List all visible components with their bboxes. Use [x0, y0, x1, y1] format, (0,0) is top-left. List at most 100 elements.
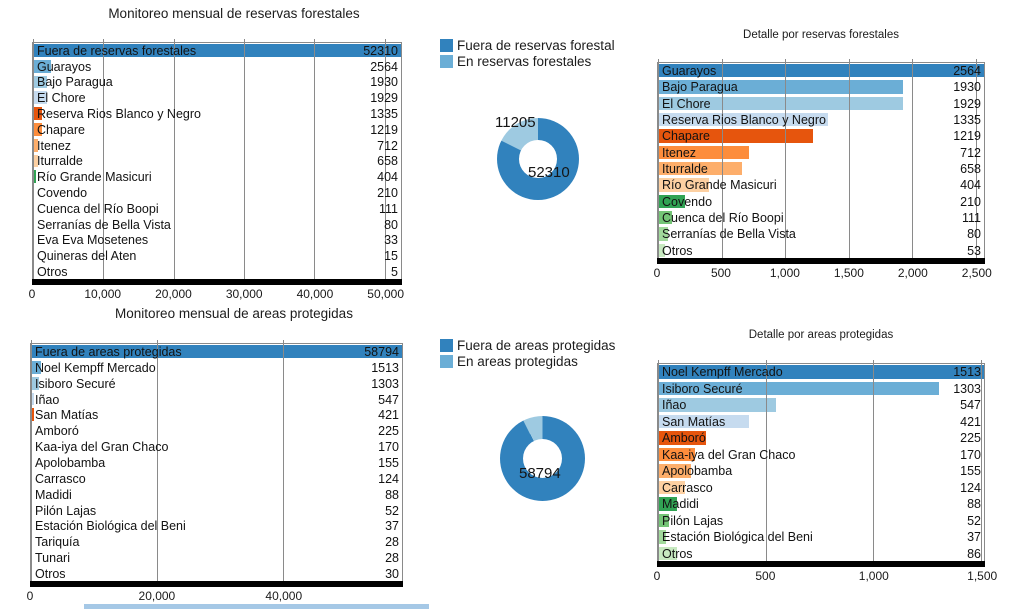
bar	[658, 546, 677, 560]
bar	[658, 447, 695, 461]
value-label: 1929	[953, 96, 981, 111]
value-label: 5	[391, 265, 398, 280]
value-label: 37	[967, 530, 981, 545]
bar-row: Río Grande Masicuri 404	[33, 169, 401, 185]
plot-area: Noel Kempff Mercado 1513 Isiboro Securé 130…	[657, 360, 985, 561]
value-label: 111	[961, 211, 981, 226]
category-label: Apolobamba	[35, 455, 106, 470]
legend-areas-protegidas: Fuera de areas protegidas En areas proteg…	[440, 337, 615, 369]
category-label: Estación Biológica del Beni	[662, 530, 813, 545]
value-label: 404	[377, 170, 398, 185]
category-label: Madidi	[35, 487, 72, 502]
value-label: 1930	[370, 75, 398, 90]
bar-row: Chapare 1219	[33, 122, 401, 138]
bar	[33, 170, 36, 184]
value-label: 225	[960, 431, 981, 446]
category-label: Quineras del Aten	[37, 249, 137, 264]
cutoff-next-chart-bar	[84, 604, 429, 609]
bar	[33, 154, 38, 168]
x-axis-tick-labels: 0 20,000 40,000	[27, 587, 403, 603]
legend-item: Fuera de areas protegidas	[440, 337, 615, 353]
bar	[658, 414, 749, 428]
bar	[33, 59, 52, 73]
category-label: Otros	[662, 546, 693, 561]
bar-row: Madidi 88	[31, 487, 402, 503]
bar-row: Serranías de Bella Vista 80	[658, 226, 984, 242]
x-tick-label: 1,000	[769, 266, 800, 280]
category-label: Carrasco	[662, 480, 713, 495]
value-label: 28	[385, 535, 399, 550]
bar-row: Otros 53	[658, 243, 984, 259]
gridline	[283, 340, 285, 581]
bar-row: Amboró 225	[658, 430, 984, 447]
gridline	[173, 39, 175, 279]
category-label: Kaa-iya del Gran Chaco	[662, 447, 796, 462]
bar-row: Kaa-iya del Gran Chaco 170	[31, 439, 402, 455]
gridline	[157, 340, 159, 581]
value-label: 210	[377, 186, 398, 201]
x-tick-label: 0	[653, 569, 661, 583]
chart-title: Detalle por areas protegidas	[748, 329, 894, 341]
category-label: El Chore	[37, 91, 86, 106]
category-label: Guarayos	[662, 64, 717, 79]
value-label: 1303	[953, 381, 981, 396]
value-label: 33	[384, 233, 398, 248]
bar-row: Tunari 28	[31, 550, 402, 566]
bar-row: San Matías 421	[658, 414, 984, 431]
bar-row: El Chore 1929	[33, 90, 401, 106]
bar-row: Apolobamba 155	[658, 463, 984, 480]
gridline	[975, 59, 977, 258]
bar	[33, 75, 47, 89]
chart-monitoreo-areas-protegidas: Monitoreo mensual de areas protegidas Fu…	[10, 306, 422, 603]
category-label: Iñao	[35, 392, 60, 407]
x-tick-label: 2,500	[961, 266, 992, 280]
plot-area: Fuera de reservas forestales 52310 Guarayo…	[32, 39, 402, 280]
bar	[658, 243, 665, 257]
bar-row: Iturralde 658	[33, 154, 401, 170]
category-label: Tunari	[35, 551, 70, 566]
gridline	[103, 39, 105, 279]
bar-row: Estación Biológica del Beni 37	[31, 518, 402, 534]
value-label: 155	[960, 464, 981, 479]
category-label: Tariquía	[35, 535, 80, 550]
value-label: 421	[960, 414, 981, 429]
category-label: Pilón Lajas	[35, 503, 97, 518]
category-label: Fuera de reservas forestales	[37, 43, 197, 58]
x-tick-label: 20,000	[138, 589, 176, 603]
bar	[658, 178, 710, 192]
x-axis-line	[30, 581, 403, 587]
value-label: 1513	[371, 360, 399, 375]
gridline	[33, 39, 34, 279]
bar	[658, 80, 904, 94]
value-label: 658	[377, 154, 398, 169]
bar	[33, 122, 42, 136]
bar-row: Pilón Lajas 52	[31, 503, 402, 519]
category-label: Madidi	[662, 497, 699, 512]
value-label: 80	[967, 227, 981, 242]
bar-row: Iñao 547	[658, 397, 984, 414]
legend-swatch-icon	[440, 38, 453, 52]
x-axis-line	[657, 561, 985, 567]
value-label: 88	[967, 497, 981, 512]
bar	[658, 398, 776, 412]
bar-row: Pilón Lajas 52	[658, 513, 984, 530]
bar	[658, 513, 670, 527]
bar	[658, 145, 749, 159]
x-tick-label: 10,000	[84, 287, 122, 301]
bar	[31, 408, 34, 422]
bar-row: Isiboro Securé 1303	[31, 376, 402, 392]
x-tick-label: 500	[755, 569, 776, 583]
bar-row: Madidi 88	[658, 496, 984, 513]
bar-row: Bajo Paragua 1930	[33, 75, 401, 91]
value-label: 210	[960, 194, 981, 209]
value-label: 712	[377, 138, 398, 153]
value-label: 547	[378, 392, 399, 407]
x-axis-line	[32, 279, 402, 285]
bar-row: Chapare 1219	[658, 128, 984, 144]
value-label: 547	[960, 398, 981, 413]
bar-row: Serranías de Bella Vista 80	[33, 217, 401, 233]
bar-row: Reserva Rios Blanco y Negro 1335	[33, 106, 401, 122]
category-label: Río Grande Masicuri	[37, 170, 152, 185]
bar	[658, 129, 813, 143]
category-label: Amboró	[35, 424, 79, 439]
